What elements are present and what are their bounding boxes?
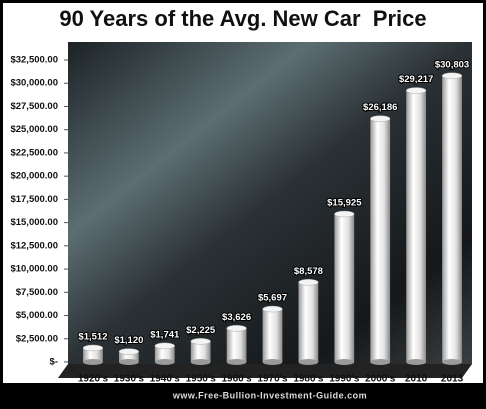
x-tick-label: 2013 <box>441 374 464 385</box>
bar-base <box>154 359 175 365</box>
bar-top <box>406 87 427 94</box>
bar <box>262 309 283 362</box>
y-tick-label: $7,500.00 <box>16 287 58 298</box>
bar <box>298 282 319 362</box>
y-tick-label: $20,000.00 <box>10 171 58 182</box>
y-tick-label: $- <box>50 357 58 368</box>
y-tick-label: $30,000.00 <box>10 78 58 89</box>
bar-base <box>118 359 139 365</box>
bar-base <box>298 359 319 365</box>
bar-base <box>262 359 283 365</box>
bar <box>442 75 462 362</box>
y-tick-label: $5,000.00 <box>16 310 58 321</box>
bar <box>118 351 139 362</box>
x-tick-label: 1950's <box>186 374 217 385</box>
bar-top <box>154 342 175 350</box>
y-tick-label: $2,500.00 <box>16 333 58 344</box>
value-label: $1,512 <box>78 331 107 342</box>
bar-top <box>190 338 211 345</box>
value-label: $15,925 <box>327 198 362 209</box>
value-label: $5,697 <box>258 293 287 304</box>
bar-top <box>298 279 319 286</box>
x-tick-label: 1920's <box>78 374 109 385</box>
y-tick-label: $10,000.00 <box>10 264 58 275</box>
bar-base <box>406 359 427 365</box>
chart-title: 90 Years of the Avg. New Car Price <box>59 6 426 31</box>
y-tick-label: $12,500.00 <box>10 240 58 251</box>
y-tick-label: $22,500.00 <box>10 147 58 158</box>
bar <box>406 90 427 362</box>
value-label: $1,741 <box>150 329 180 340</box>
bar-top <box>441 72 463 80</box>
x-tick-label: 1970's <box>257 374 288 385</box>
bar-top <box>334 210 355 218</box>
x-tick-label: 1980's <box>293 374 324 385</box>
bar <box>83 347 103 362</box>
bar-base <box>334 359 355 365</box>
value-label: $30,803 <box>435 59 469 70</box>
x-tick-label: 2010 <box>405 374 428 385</box>
bar-top <box>226 325 247 332</box>
value-label: $26,186 <box>363 102 397 113</box>
value-label: $3,626 <box>222 312 251 323</box>
value-label: $8,578 <box>294 266 323 277</box>
x-tick-label: 1930's <box>114 374 145 385</box>
y-tick-label: $17,500.00 <box>10 194 58 205</box>
y-tick-label: $25,000.00 <box>10 124 58 135</box>
bar-base <box>370 359 391 365</box>
bar <box>154 345 175 362</box>
value-label: $1,120 <box>114 335 143 346</box>
x-tick-label: 2000's <box>365 374 396 385</box>
bar <box>334 214 355 362</box>
bar-top <box>118 348 139 355</box>
bar-base <box>83 359 103 365</box>
x-tick-label: 1940's <box>150 374 181 385</box>
bar <box>370 118 391 362</box>
bar-base <box>442 359 462 365</box>
y-tick-label: $15,000.00 <box>10 217 58 228</box>
bar <box>190 341 211 362</box>
bar-top <box>82 344 104 352</box>
bar-base <box>190 359 211 365</box>
y-tick-label: $32,500.00 <box>10 55 58 66</box>
bar-top <box>370 115 391 122</box>
x-tick-label: 1960's <box>221 374 252 385</box>
bar-top <box>262 305 283 313</box>
bar-base <box>226 359 247 365</box>
y-tick-label: $27,500.00 <box>10 101 58 112</box>
source: www.Free-Bullion-Investment-Guide.com <box>172 390 367 400</box>
bar <box>226 328 247 362</box>
x-tick-label: 1990's <box>329 374 360 385</box>
value-label: $29,217 <box>399 74 433 85</box>
value-label: $2,225 <box>186 325 216 336</box>
floor <box>58 364 472 378</box>
